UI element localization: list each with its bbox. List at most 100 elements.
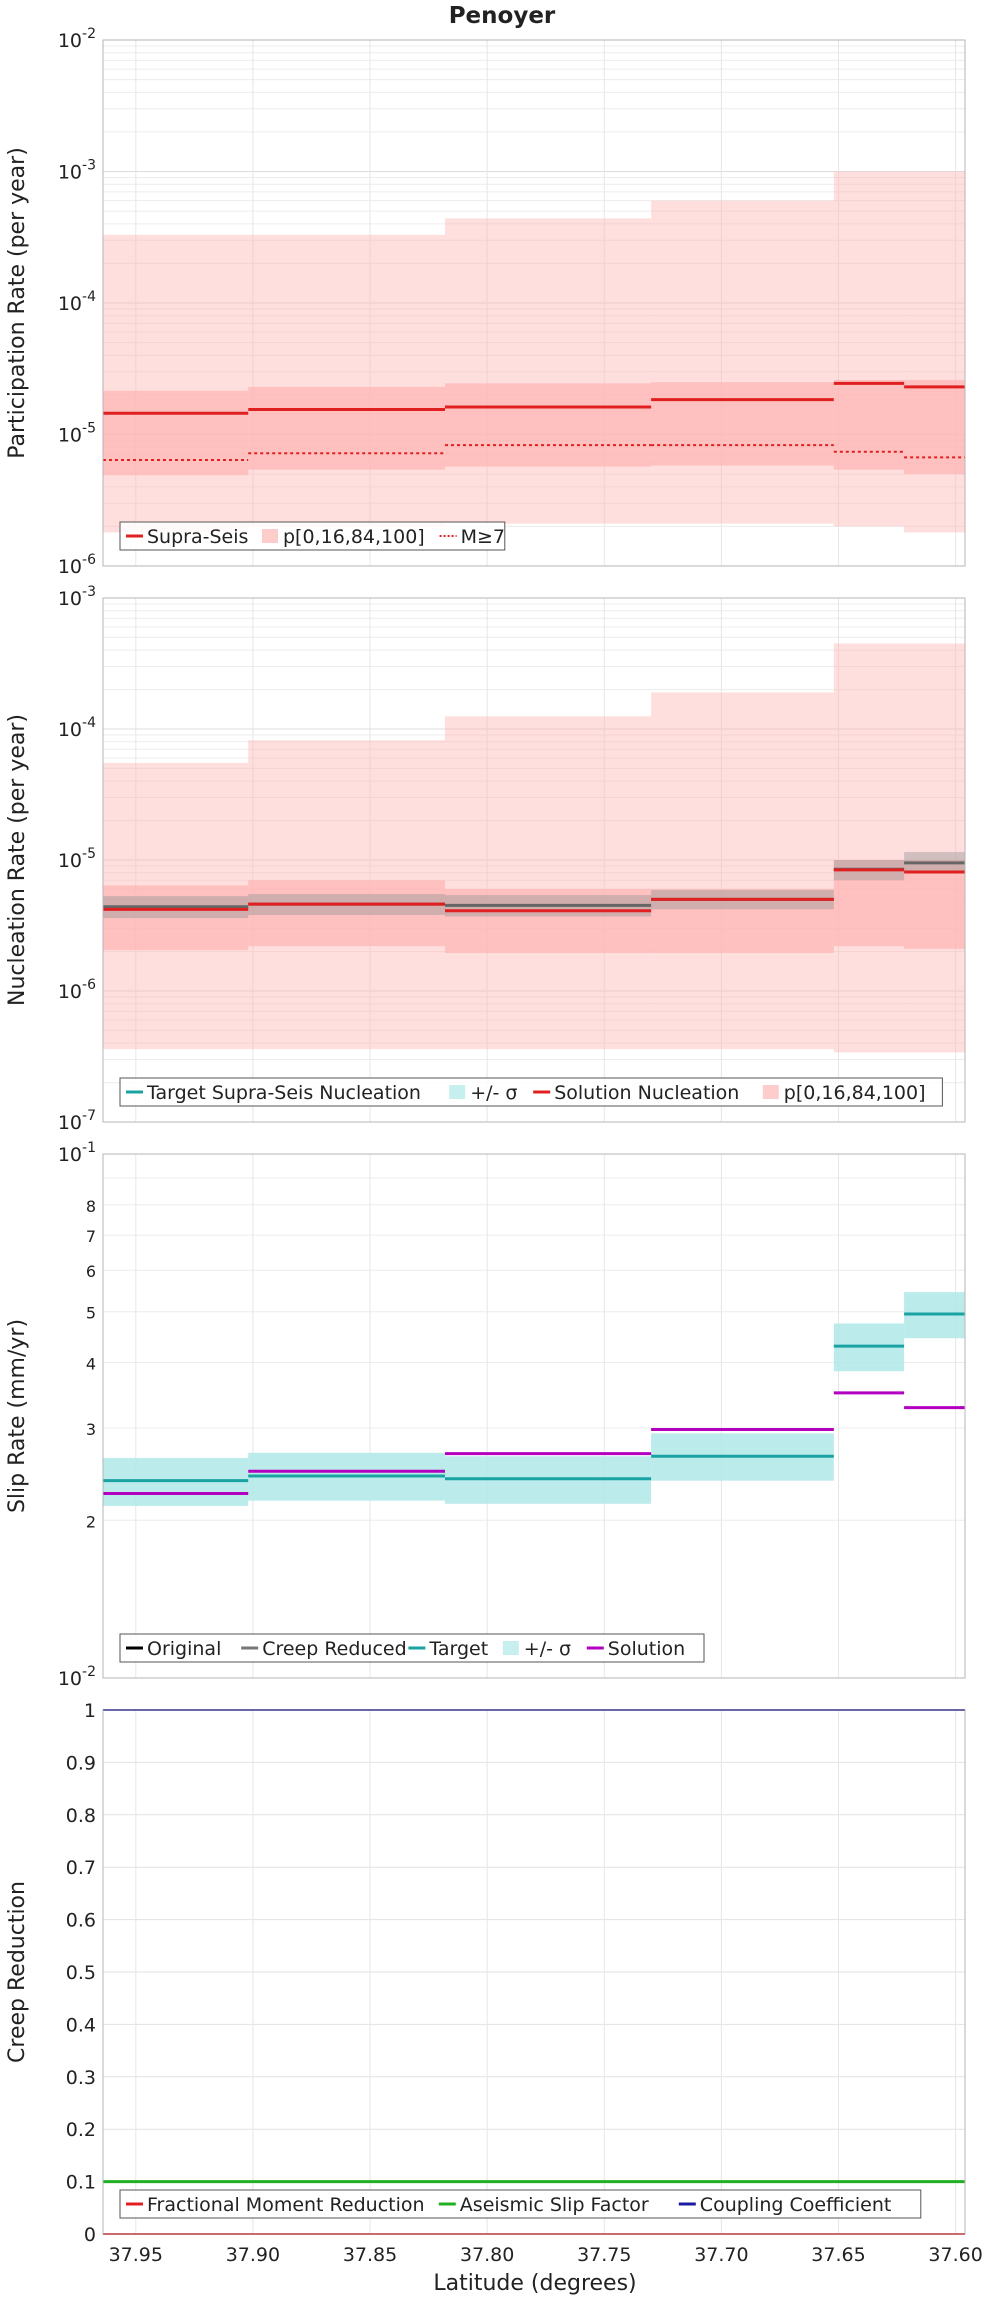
- y-tick-label: 0.3: [66, 2067, 96, 2089]
- y-tick-label: 10-3: [58, 584, 96, 610]
- y-tick-exponent: -5: [82, 846, 96, 862]
- percentile-band-inner: [248, 880, 445, 947]
- y-tick-exponent: -1: [82, 1140, 96, 1156]
- legend-box: [119, 1077, 943, 1107]
- legend-label: p[0,16,84,100]: [283, 526, 425, 548]
- y-axis-label: Slip Rate (mm/yr): [5, 1319, 30, 1513]
- y-tick-label: 10-5: [58, 846, 96, 872]
- chart-title: Penoyer: [449, 3, 556, 29]
- y-tick-base: 10: [58, 981, 82, 1003]
- y-axis-label: Nucleation Rate (per year): [5, 714, 30, 1006]
- y-tick-exponent: -2: [82, 1664, 96, 1680]
- data-nucleation: [103, 643, 965, 1053]
- x-tick-label: 37.60: [928, 2244, 982, 2266]
- plot-frame: [102, 1153, 966, 1679]
- y-tick-base: 10: [58, 1668, 82, 1690]
- legend-participation: Supra-Seis p[0,16,84,100] M≥7: [119, 521, 506, 551]
- percentile-band-outer: [651, 692, 834, 1050]
- legend-swatch-band: [449, 1085, 466, 1099]
- percentile-band-outer: [833, 643, 905, 1053]
- percentile-band-inner: [651, 382, 834, 466]
- x-tick-label: 37.65: [811, 2244, 865, 2266]
- percentile-band-inner: [103, 390, 249, 476]
- x-tick-label: 37.80: [460, 2244, 514, 2266]
- x-tick-label: 37.95: [109, 2244, 163, 2266]
- y-tick-label: 10-2: [58, 1664, 96, 1690]
- y-tick-label: 2: [86, 1512, 96, 1531]
- y-tick-label: 0.7: [66, 1857, 96, 1879]
- percentile-band-outer: [904, 643, 965, 1053]
- legend-label: +/- σ: [470, 1082, 517, 1104]
- y-tick-label: 6: [86, 1262, 96, 1281]
- legend-label: Aseismic Slip Factor: [460, 2194, 649, 2216]
- y-tick-label: 10-4: [58, 715, 96, 741]
- data-participation: [103, 171, 965, 533]
- y-tick-label: 10-7: [58, 1108, 96, 1134]
- y-tick-label: 10-5: [58, 421, 96, 447]
- plot-frame: [102, 597, 966, 1123]
- y-ticks-creep: 1 0.9 0.8 0.7 0.6 0.5 0.4 0.3 0.2 0.1 0: [66, 1700, 96, 2246]
- legend-label: Original: [147, 1638, 221, 1660]
- legend-label: p[0,16,84,100]: [784, 1082, 926, 1104]
- y-tick-base: 10: [58, 293, 82, 315]
- legend-nucleation: Target Supra-Seis Nucleation +/- σ Solutio…: [119, 1077, 943, 1107]
- legend-box: [119, 2189, 922, 2219]
- x-tick-label: 37.70: [694, 2244, 748, 2266]
- legend-label: Supra-Seis: [147, 526, 248, 548]
- percentile-band-outer: [651, 200, 834, 524]
- y-tick-label: 0.8: [66, 1805, 96, 1827]
- percentile-band-outer: [444, 218, 652, 524]
- y-tick-label: 0.1: [66, 2172, 96, 2194]
- y-axis-label: Creep Reduction: [5, 1881, 30, 2063]
- panel-creep: 1 0.9 0.8 0.7 0.6 0.5 0.4 0.3 0.2 0.1 0 Creep Reduc…: [5, 1700, 983, 2266]
- percentile-band-inner: [833, 860, 905, 947]
- legend-label: Solution Nucleation: [554, 1082, 739, 1104]
- y-tick-base: 10: [58, 719, 82, 741]
- y-tick-label: 10-4: [58, 289, 96, 315]
- y-ticks-nucleation: 10-310-410-510-610-7: [58, 584, 96, 1134]
- percentile-band-inner: [904, 860, 965, 949]
- percentile-band-inner: [444, 889, 652, 954]
- percentile-band-outer: [248, 234, 445, 527]
- legend-swatch-band: [502, 1641, 519, 1655]
- plot-frame: [102, 39, 966, 567]
- y-tick-label: 10-1: [58, 1140, 96, 1166]
- y-tick-label: 7: [86, 1227, 96, 1246]
- y-tick-base: 10: [58, 30, 82, 52]
- y-tick-label: 0.4: [66, 2014, 96, 2036]
- y-tick-label: 8: [86, 1197, 96, 1216]
- y-tick-label: 10-2: [58, 26, 96, 52]
- legend-label: Creep Reduced: [262, 1638, 406, 1660]
- y-tick-label: 4: [86, 1355, 96, 1374]
- y-tick-base: 10: [58, 850, 82, 872]
- x-ticks: 37.95 37.90 37.85 37.80 37.75 37.70 37.65 37.60: [109, 2244, 983, 2266]
- y-tick-label: 0.6: [66, 1910, 96, 1932]
- y-tick-base: 10: [58, 162, 82, 184]
- y-tick-exponent: -5: [82, 421, 96, 437]
- legend-creep: Fractional Moment Reduction Aseismic Slip…: [119, 2189, 922, 2219]
- grid-slip_rate: [103, 1154, 965, 1679]
- y-tick-exponent: -6: [82, 977, 96, 993]
- y-tick-label: 0: [84, 2224, 96, 2246]
- y-ticks-participation: 10-210-310-410-510-6: [58, 26, 96, 578]
- y-tick-base: 10: [58, 425, 82, 447]
- percentile-band-inner: [904, 379, 965, 475]
- legend-label: Coupling Coefficient: [700, 2194, 892, 2216]
- legend-label: Fractional Moment Reduction: [147, 2194, 425, 2216]
- legend-label: Target: [428, 1638, 488, 1660]
- legend-label: M≥7: [461, 526, 505, 548]
- legend-label: +/- σ: [524, 1638, 571, 1660]
- y-tick-exponent: -3: [82, 158, 96, 174]
- y-tick-label: 3: [86, 1420, 96, 1439]
- legend-label: Solution: [608, 1638, 685, 1660]
- percentile-band-inner: [833, 379, 905, 470]
- percentile-band-outer: [103, 234, 249, 533]
- x-axis-label: Latitude (degrees): [433, 2271, 636, 2296]
- y-tick-label: 0.5: [66, 1962, 96, 1984]
